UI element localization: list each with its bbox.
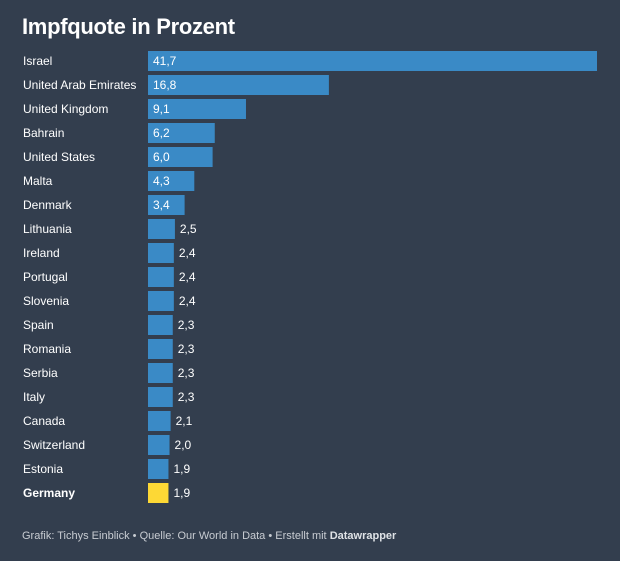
value-label: 2,4 xyxy=(179,270,196,284)
category-label: Italy xyxy=(23,390,45,404)
value-label: 1,9 xyxy=(173,462,190,476)
category-label: Denmark xyxy=(23,198,73,212)
value-label: 2,0 xyxy=(175,438,192,452)
bar xyxy=(148,147,213,167)
bar-row: Bahrain 6,2 xyxy=(23,123,215,143)
bar-row: Italy 2,3 xyxy=(23,387,195,407)
value-label: 2,3 xyxy=(178,342,195,356)
value-label: 2,4 xyxy=(179,294,196,308)
value-label: 4,3 xyxy=(153,174,170,188)
bar xyxy=(148,171,195,191)
bar xyxy=(148,387,173,407)
bar-row: Spain 2,3 xyxy=(23,315,195,335)
bar-row: Malta 4,3 xyxy=(23,171,195,191)
value-label: 2,3 xyxy=(178,318,195,332)
bar xyxy=(148,267,174,287)
footer-source: Quelle: Our World in Data xyxy=(139,530,266,542)
bar xyxy=(148,51,597,71)
category-label: Estonia xyxy=(23,462,63,476)
bar-row: Serbia 2,3 xyxy=(23,363,195,383)
bar-row: Israel 41,7 xyxy=(23,51,597,71)
footer-created-with: Erstellt mit xyxy=(275,530,330,542)
bar xyxy=(148,123,215,143)
bar xyxy=(148,219,175,239)
category-label: Germany xyxy=(23,486,75,500)
bar xyxy=(148,339,173,359)
bar-row: Romania 2,3 xyxy=(23,339,195,359)
category-label: Malta xyxy=(23,174,53,188)
bar xyxy=(148,459,169,479)
bar xyxy=(148,99,246,119)
bar xyxy=(148,243,174,263)
value-label: 6,0 xyxy=(153,150,170,164)
category-label: United Kingdom xyxy=(23,102,108,116)
footer-separator: • xyxy=(129,530,140,542)
bar xyxy=(148,435,170,455)
category-label: Israel xyxy=(23,54,52,68)
chart-footer: Grafik: Tichys Einblick • Quelle: Our Wo… xyxy=(22,530,396,542)
value-label: 1,9 xyxy=(173,486,190,500)
category-label: United Arab Emirates xyxy=(23,78,136,92)
value-label: 6,2 xyxy=(153,126,170,140)
value-label: 2,3 xyxy=(178,366,195,380)
value-label: 2,1 xyxy=(176,414,193,428)
bar-row: Ireland 2,4 xyxy=(23,243,196,263)
bar-row: Estonia 1,9 xyxy=(23,459,190,479)
bar-row: Denmark 3,4 xyxy=(23,195,185,215)
bar-row: Germany 1,9 xyxy=(23,483,190,503)
value-label: 2,4 xyxy=(179,246,196,260)
bar-row: United Arab Emirates 16,8 xyxy=(23,75,329,95)
bar xyxy=(148,411,171,431)
category-label: Spain xyxy=(23,318,54,332)
bar-highlight xyxy=(148,483,169,503)
bar xyxy=(148,363,173,383)
value-label: 9,1 xyxy=(153,102,170,116)
bar xyxy=(148,315,173,335)
bar-row: Switzerland 2,0 xyxy=(23,435,192,455)
bar-row: Canada 2,1 xyxy=(23,411,193,431)
value-label: 2,5 xyxy=(180,222,197,236)
bar-row: Lithuania 2,5 xyxy=(23,219,197,239)
value-label: 2,3 xyxy=(178,390,195,404)
value-label: 16,8 xyxy=(153,78,177,92)
category-label: United States xyxy=(23,150,95,164)
category-label: Bahrain xyxy=(23,126,64,140)
bar xyxy=(148,195,185,215)
bar-row: United Kingdom 9,1 xyxy=(23,99,246,119)
footer-separator: • xyxy=(265,530,276,542)
category-label: Romania xyxy=(23,342,71,356)
bar-row: Slovenia 2,4 xyxy=(23,291,196,311)
category-label: Slovenia xyxy=(23,294,69,308)
footer-credit: Grafik: Tichys Einblick xyxy=(22,530,130,542)
value-label: 41,7 xyxy=(153,54,177,68)
category-label: Ireland xyxy=(23,246,60,260)
bar-row: Portugal 2,4 xyxy=(23,267,196,287)
footer-tool-link[interactable]: Datawrapper xyxy=(329,530,397,542)
value-label: 3,4 xyxy=(153,198,170,212)
category-label: Serbia xyxy=(23,366,58,380)
category-label: Canada xyxy=(23,414,65,428)
category-label: Switzerland xyxy=(23,438,85,452)
bar-row: United States 6,0 xyxy=(23,147,213,167)
category-label: Lithuania xyxy=(23,222,72,236)
bar xyxy=(148,75,329,95)
category-label: Portugal xyxy=(23,270,68,284)
chart-title: Impfquote in Prozent xyxy=(22,14,235,39)
bar xyxy=(148,291,174,311)
